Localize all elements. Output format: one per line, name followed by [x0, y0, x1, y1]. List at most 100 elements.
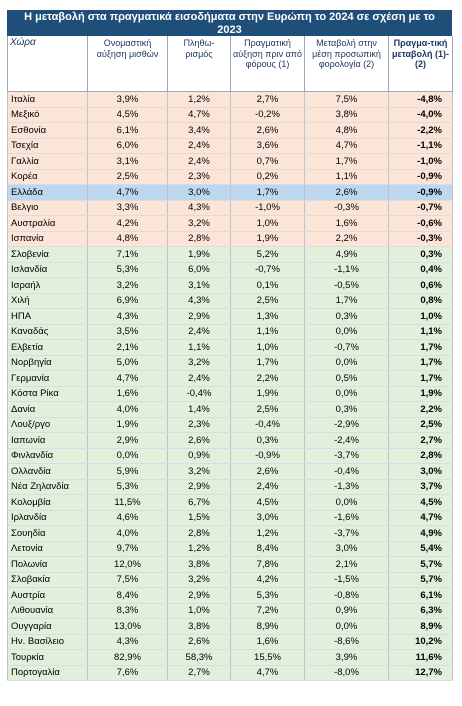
table-row: Κόστα Ρίκα 1,6% -0,4% 1,9% 0,0% 1,9% [7, 386, 453, 402]
country-cell: Νορβηγία [7, 355, 88, 371]
net-change-cell: 8,9% [388, 618, 453, 635]
country-cell: Ιρλανδία [7, 510, 88, 526]
tax-cell: 3,8% [304, 107, 389, 123]
wage-cell: 8,3% [87, 603, 168, 619]
wage-cell: 6,0% [87, 138, 168, 154]
tax-cell: -3,7% [304, 448, 389, 464]
header-nominal-wage: Ονομαστική αύξηση μισθών [87, 36, 168, 92]
tax-cell: -0,7% [304, 339, 389, 356]
inflation-cell: 2,3% [167, 169, 231, 185]
table-row: Πολωνία 12,0% 3,8% 7,8% 2,1% 5,7% [7, 556, 453, 573]
wage-cell: 9,7% [87, 541, 168, 557]
inflation-cell: 2,4% [167, 324, 231, 340]
tax-cell: -8,0% [304, 665, 389, 681]
inflation-cell: 3,8% [167, 618, 231, 635]
real-cell: -1,0% [230, 200, 305, 216]
tax-cell: -0,8% [304, 587, 389, 604]
table-row: Ολλανδία 5,9% 3,2% 2,6% -0,4% 3,0% [7, 463, 453, 480]
wage-cell: 5,3% [87, 262, 168, 278]
table-row: Σουηδία 4,0% 2,8% 1,2% -3,7% 4,9% [7, 525, 453, 542]
table-row: Φινλανδία 0,0% 0,9% -0,9% -3,7% 2,8% [7, 448, 453, 464]
tax-cell: -3,7% [304, 525, 389, 542]
country-cell: Πορτογαλία [7, 665, 88, 681]
net-change-cell: 3,0% [388, 463, 453, 480]
table-row: Σλοβενία 7,1% 1,9% 5,2% 4,9% 0,3% [7, 246, 453, 263]
wage-cell: 3,3% [87, 200, 168, 216]
net-change-cell: 0,3% [388, 246, 453, 263]
tax-cell: 0,0% [304, 324, 389, 340]
table-row: Νέα Ζηλανδία 5,3% 2,9% 2,4% -1,3% 3,7% [7, 479, 453, 495]
real-cell: 1,9% [230, 386, 305, 402]
country-cell: Λιθουανία [7, 603, 88, 619]
real-cell: 2,4% [230, 479, 305, 495]
inflation-cell: 2,4% [167, 153, 231, 170]
income-table-container: Η μεταβολή στα πραγματικά εισοδήματα στη… [7, 10, 453, 681]
net-change-cell: 1,0% [388, 308, 453, 325]
net-change-cell: 6,1% [388, 587, 453, 604]
real-cell: 0,2% [230, 169, 305, 185]
table-row: Ιαπωνία 2,9% 2,6% 0,3% -2,4% 2,7% [7, 432, 453, 449]
table-row: Ην. Βασίλειο 4,3% 2,6% 1,6% -8,6% 10,2% [7, 634, 453, 650]
inflation-cell: 3,1% [167, 277, 231, 294]
net-change-cell: 0,6% [388, 277, 453, 294]
inflation-cell: 2,8% [167, 231, 231, 247]
net-change-cell: 2,8% [388, 448, 453, 464]
tax-cell: -1,3% [304, 479, 389, 495]
net-change-cell: 0,4% [388, 262, 453, 278]
inflation-cell: 0,9% [167, 448, 231, 464]
tax-cell: 3,9% [304, 649, 389, 666]
country-cell: Ελλάδα [7, 184, 88, 201]
real-cell: -0,2% [230, 107, 305, 123]
tax-cell: 0,3% [304, 308, 389, 325]
tax-cell: -1,6% [304, 510, 389, 526]
table-title: Η μεταβολή στα πραγματικά εισοδήματα στη… [7, 10, 452, 36]
real-cell: 0,3% [230, 432, 305, 449]
tax-cell: 2,1% [304, 556, 389, 573]
country-cell: Ισραήλ [7, 277, 88, 294]
wage-cell: 7,1% [87, 246, 168, 263]
inflation-cell: 2,6% [167, 634, 231, 650]
net-change-cell: 4,5% [388, 494, 453, 511]
country-cell: Εσθονία [7, 122, 88, 139]
real-cell: 2,5% [230, 293, 305, 309]
real-cell: 5,2% [230, 246, 305, 263]
wage-cell: 1,6% [87, 386, 168, 402]
wage-cell: 2,9% [87, 432, 168, 449]
table-row: Τσεχία 6,0% 2,4% 3,6% 4,7% -1,1% [7, 138, 453, 154]
real-cell: -0,4% [230, 417, 305, 433]
table-row: Γερμανία 4,7% 2,4% 2,2% 0,5% 1,7% [7, 370, 453, 387]
net-change-cell: -0,9% [388, 169, 453, 185]
net-change-cell: 2,2% [388, 401, 453, 418]
country-cell: ΗΠΑ [7, 308, 88, 325]
tax-cell: 0,3% [304, 401, 389, 418]
table-row: Ιρλανδία 4,6% 1,5% 3,0% -1,6% 4,7% [7, 510, 453, 526]
table-row: Καναδάς 3,5% 2,4% 1,1% 0,0% 1,1% [7, 324, 453, 340]
real-cell: 2,7% [230, 91, 305, 108]
table-row: Πορτογαλία 7,6% 2,7% 4,7% -8,0% 12,7% [7, 665, 453, 681]
table-row: Λιθουανία 8,3% 1,0% 7,2% 0,9% 6,3% [7, 603, 453, 619]
net-change-cell: -0,7% [388, 200, 453, 216]
tax-cell: -1,1% [304, 262, 389, 278]
header-row: Χώρα Ονομαστική αύξηση μισθών Πληθω-ρισμ… [7, 36, 453, 92]
table-row: Ισραήλ 3,2% 3,1% 0,1% -0,5% 0,6% [7, 277, 453, 294]
net-change-cell: -4,8% [388, 91, 453, 108]
net-change-cell: -1,1% [388, 138, 453, 154]
country-cell: Χιλή [7, 293, 88, 309]
net-change-cell: 5,7% [388, 556, 453, 573]
wage-cell: 3,5% [87, 324, 168, 340]
country-cell: Γερμανία [7, 370, 88, 387]
wage-cell: 13,0% [87, 618, 168, 635]
net-change-cell: -2,2% [388, 122, 453, 139]
table-row: Λουξ/ργο 1,9% 2,3% -0,4% -2,9% 2,5% [7, 417, 453, 433]
net-change-cell: 5,4% [388, 541, 453, 557]
real-cell: 8,9% [230, 618, 305, 635]
country-cell: Καναδάς [7, 324, 88, 340]
real-cell: 1,0% [230, 215, 305, 232]
country-cell: Λουξ/ργο [7, 417, 88, 433]
country-cell: Δανία [7, 401, 88, 418]
wage-cell: 3,1% [87, 153, 168, 170]
net-change-cell: 3,7% [388, 479, 453, 495]
country-cell: Αυστρία [7, 587, 88, 604]
inflation-cell: 3,2% [167, 355, 231, 371]
wage-cell: 2,1% [87, 339, 168, 356]
